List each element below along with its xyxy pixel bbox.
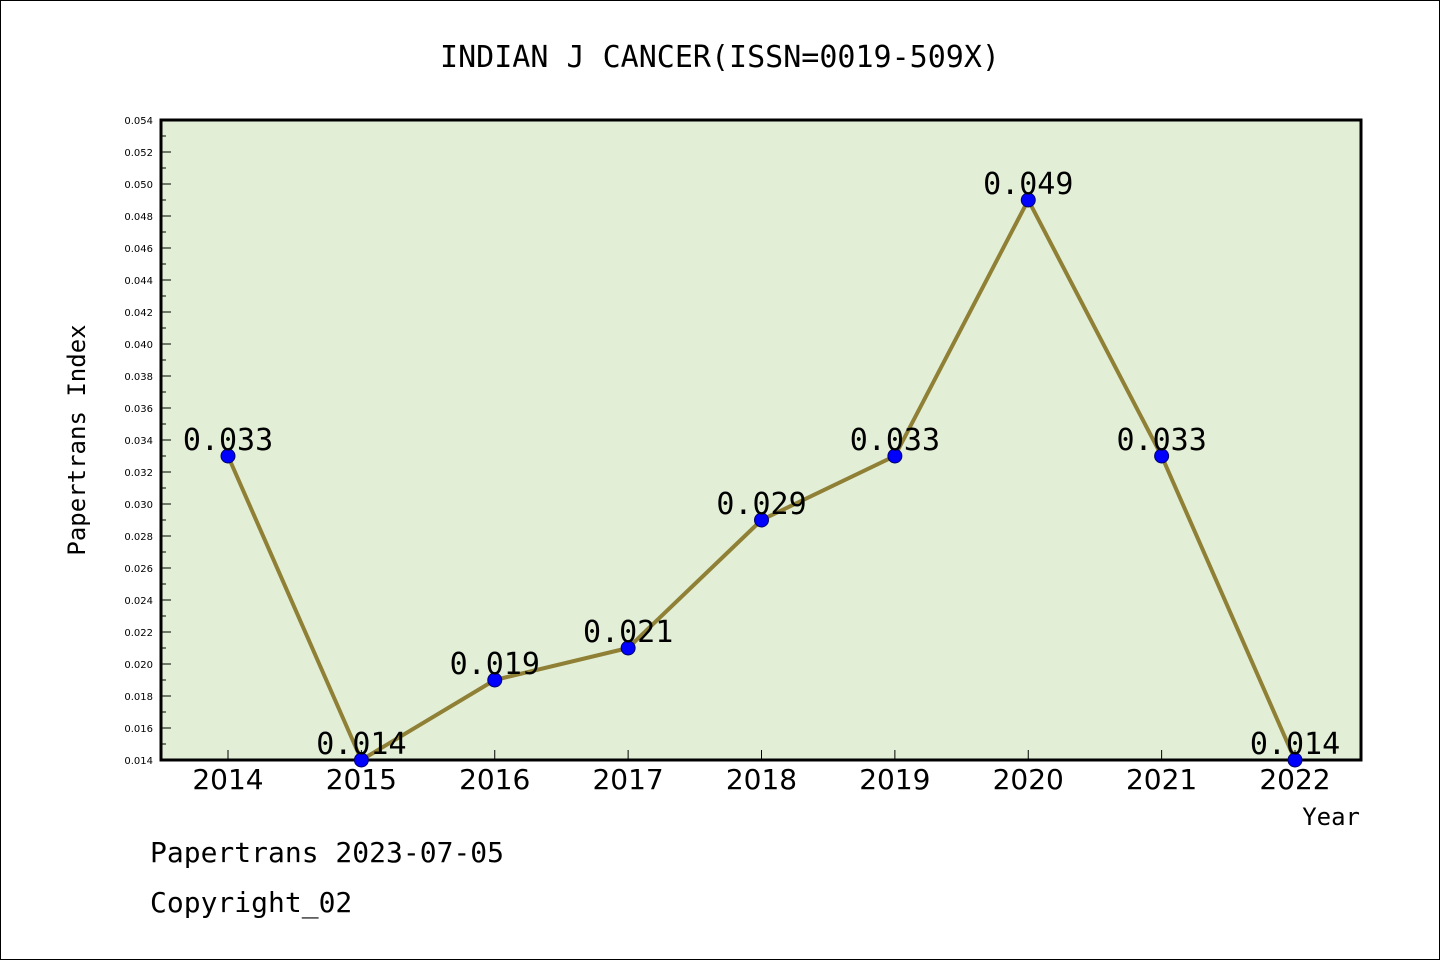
y-tick-label: 0.030 bbox=[124, 500, 153, 511]
y-tick-label: 0.026 bbox=[124, 564, 153, 575]
x-tick-label: 2016 bbox=[459, 763, 530, 796]
x-tick-label: 2021 bbox=[1126, 763, 1197, 796]
y-tick-label: 0.016 bbox=[124, 724, 153, 735]
y-axis-label: Papertrans Index bbox=[63, 324, 91, 555]
x-tick-label: 2019 bbox=[859, 763, 930, 796]
x-tick-label: 2014 bbox=[192, 763, 263, 796]
y-tick-label: 0.020 bbox=[124, 660, 153, 671]
data-point bbox=[1287, 752, 1303, 768]
x-tick-label: 2017 bbox=[592, 763, 663, 796]
y-tick-label: 0.038 bbox=[124, 372, 153, 383]
x-tick-label: 2020 bbox=[993, 763, 1064, 796]
series-group: 0.033 0.014 0.019 0.021 0.029 0.033 0.049 0.033… bbox=[183, 167, 1340, 768]
footer-date: Papertrans 2023-07-05 bbox=[150, 836, 505, 869]
data-point bbox=[487, 672, 503, 688]
data-point bbox=[754, 512, 769, 528]
x-tick-label: 2022 bbox=[1259, 763, 1330, 796]
x-axis-label: Year bbox=[1302, 803, 1360, 831]
y-tick-label: 0.044 bbox=[124, 276, 153, 287]
y-tick-label: 0.014 bbox=[124, 756, 153, 767]
data-label: 0.019 bbox=[450, 647, 540, 682]
y-tick-label: 0.028 bbox=[124, 532, 153, 543]
data-point bbox=[620, 640, 636, 656]
data-point bbox=[220, 448, 236, 464]
y-tick-label: 0.048 bbox=[124, 212, 153, 223]
data-label: 0.014 bbox=[316, 727, 406, 762]
data-point bbox=[353, 752, 369, 768]
data-label: 0.049 bbox=[983, 167, 1073, 202]
y-tick-label: 0.032 bbox=[124, 468, 153, 479]
y-tick-label: 0.050 bbox=[124, 180, 153, 191]
x-tick-label: 2015 bbox=[326, 763, 397, 796]
data-label: 0.029 bbox=[716, 487, 806, 522]
data-label: 0.014 bbox=[1250, 727, 1340, 762]
x-axis: 2014 2015 2016 2017 2018 2019 2020 2021 2022 bbox=[192, 750, 1331, 796]
y-tick-label: 0.022 bbox=[124, 628, 153, 639]
y-tick-label: 0.052 bbox=[124, 148, 153, 159]
x-tick-label: 2018 bbox=[726, 763, 797, 796]
plot-area bbox=[159, 118, 1363, 762]
y-tick-label: 0.046 bbox=[124, 244, 153, 255]
data-label: 0.033 bbox=[850, 423, 940, 458]
y-tick-label: 0.054 bbox=[124, 116, 153, 127]
data-label: 0.021 bbox=[583, 615, 673, 650]
y-tick-label: 0.036 bbox=[124, 404, 153, 415]
y-tick-label: 0.040 bbox=[124, 340, 153, 351]
data-point bbox=[1154, 448, 1170, 464]
data-label: 0.033 bbox=[1116, 423, 1206, 458]
y-tick-label: 0.034 bbox=[124, 436, 153, 447]
y-tick-label: 0.018 bbox=[124, 692, 153, 703]
chart-title: INDIAN J CANCER(ISSN=0019-509X) bbox=[440, 40, 1000, 75]
y-tick-label: 0.042 bbox=[124, 308, 153, 319]
data-label: 0.033 bbox=[183, 423, 273, 458]
y-axis: 0.014 0.016 0.018 0.020 0.022 0.024 0.026 0.028… bbox=[124, 116, 171, 767]
footer-copyright: Copyright_02 bbox=[150, 886, 353, 919]
data-point bbox=[887, 448, 903, 464]
data-point bbox=[1020, 192, 1036, 208]
y-tick-label: 0.024 bbox=[124, 596, 153, 607]
